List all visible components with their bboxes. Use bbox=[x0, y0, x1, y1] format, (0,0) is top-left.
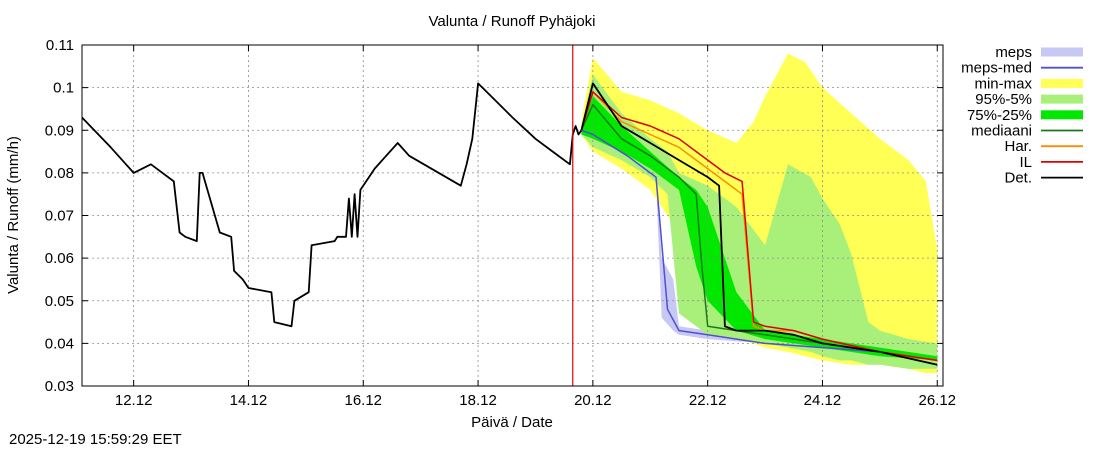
legend-label-meps: meps bbox=[995, 44, 1032, 61]
x-tick-label: 26.12 bbox=[918, 392, 956, 409]
legend-swatch-min-max bbox=[1041, 78, 1083, 88]
legend-swatch-75-25 bbox=[1041, 110, 1083, 120]
legend-swatch-95-5 bbox=[1041, 94, 1083, 104]
y-tick-label: 0.04 bbox=[45, 335, 74, 352]
chart-title: Valunta / Runoff Pyhäjoki bbox=[428, 13, 595, 30]
y-tick-label: 0.03 bbox=[45, 378, 74, 395]
series-lines bbox=[81, 82, 938, 366]
x-tick-label: 24.12 bbox=[804, 392, 842, 409]
timestamp: 2025-12-19 15:59:29 EET bbox=[9, 431, 182, 448]
x-tick-label: 16.12 bbox=[344, 392, 382, 409]
legend: mepsmeps-medmin-max95%-5%75%-25%mediaani… bbox=[961, 44, 1083, 187]
line-det bbox=[580, 82, 938, 366]
legend-label-har: Har. bbox=[1004, 138, 1032, 155]
y-tick-label: 0.07 bbox=[45, 208, 74, 225]
legend-label-mediaani: mediaani bbox=[971, 123, 1032, 140]
y-tick-label: 0.1 bbox=[53, 80, 74, 97]
axis-ticks: 12.12 14.12 16.12 18.12 20.12 22.12 24.12 26.12… bbox=[45, 37, 956, 409]
band-75-25 bbox=[581, 96, 938, 361]
line-observed bbox=[81, 82, 583, 328]
legend-label-meps-med: meps-med bbox=[961, 60, 1032, 77]
band-meps bbox=[581, 113, 938, 365]
x-axis-label: Päivä / Date bbox=[471, 414, 553, 431]
y-axis-label: Valunta / Runoff (mm/h) bbox=[5, 136, 22, 294]
forecast-bands bbox=[581, 53, 938, 374]
y-tick-label: 0.06 bbox=[45, 250, 74, 267]
y-tick-label: 0.11 bbox=[46, 37, 74, 54]
legend-label-95-5: 95%-5% bbox=[975, 91, 1032, 108]
y-tick-label: 0.08 bbox=[45, 165, 74, 182]
x-tick-label: 20.12 bbox=[574, 392, 612, 409]
y-tick-label: 0.09 bbox=[45, 122, 74, 139]
line-il bbox=[580, 91, 938, 362]
x-tick-label: 12.12 bbox=[115, 392, 153, 409]
legend-swatch-meps bbox=[1041, 47, 1083, 57]
y-tick-label: 0.05 bbox=[45, 293, 74, 310]
legend-label-il: IL bbox=[1019, 154, 1032, 171]
legend-label-det: Det. bbox=[1004, 170, 1032, 187]
legend-label-75-25: 75%-25% bbox=[967, 107, 1032, 124]
x-tick-label: 22.12 bbox=[689, 392, 727, 409]
legend-label-min-max: min-max bbox=[974, 75, 1032, 92]
line-meps-med bbox=[581, 129, 938, 362]
x-tick-label: 14.12 bbox=[230, 392, 268, 409]
band-95-5 bbox=[581, 74, 938, 369]
x-tick-label: 18.12 bbox=[459, 392, 497, 409]
